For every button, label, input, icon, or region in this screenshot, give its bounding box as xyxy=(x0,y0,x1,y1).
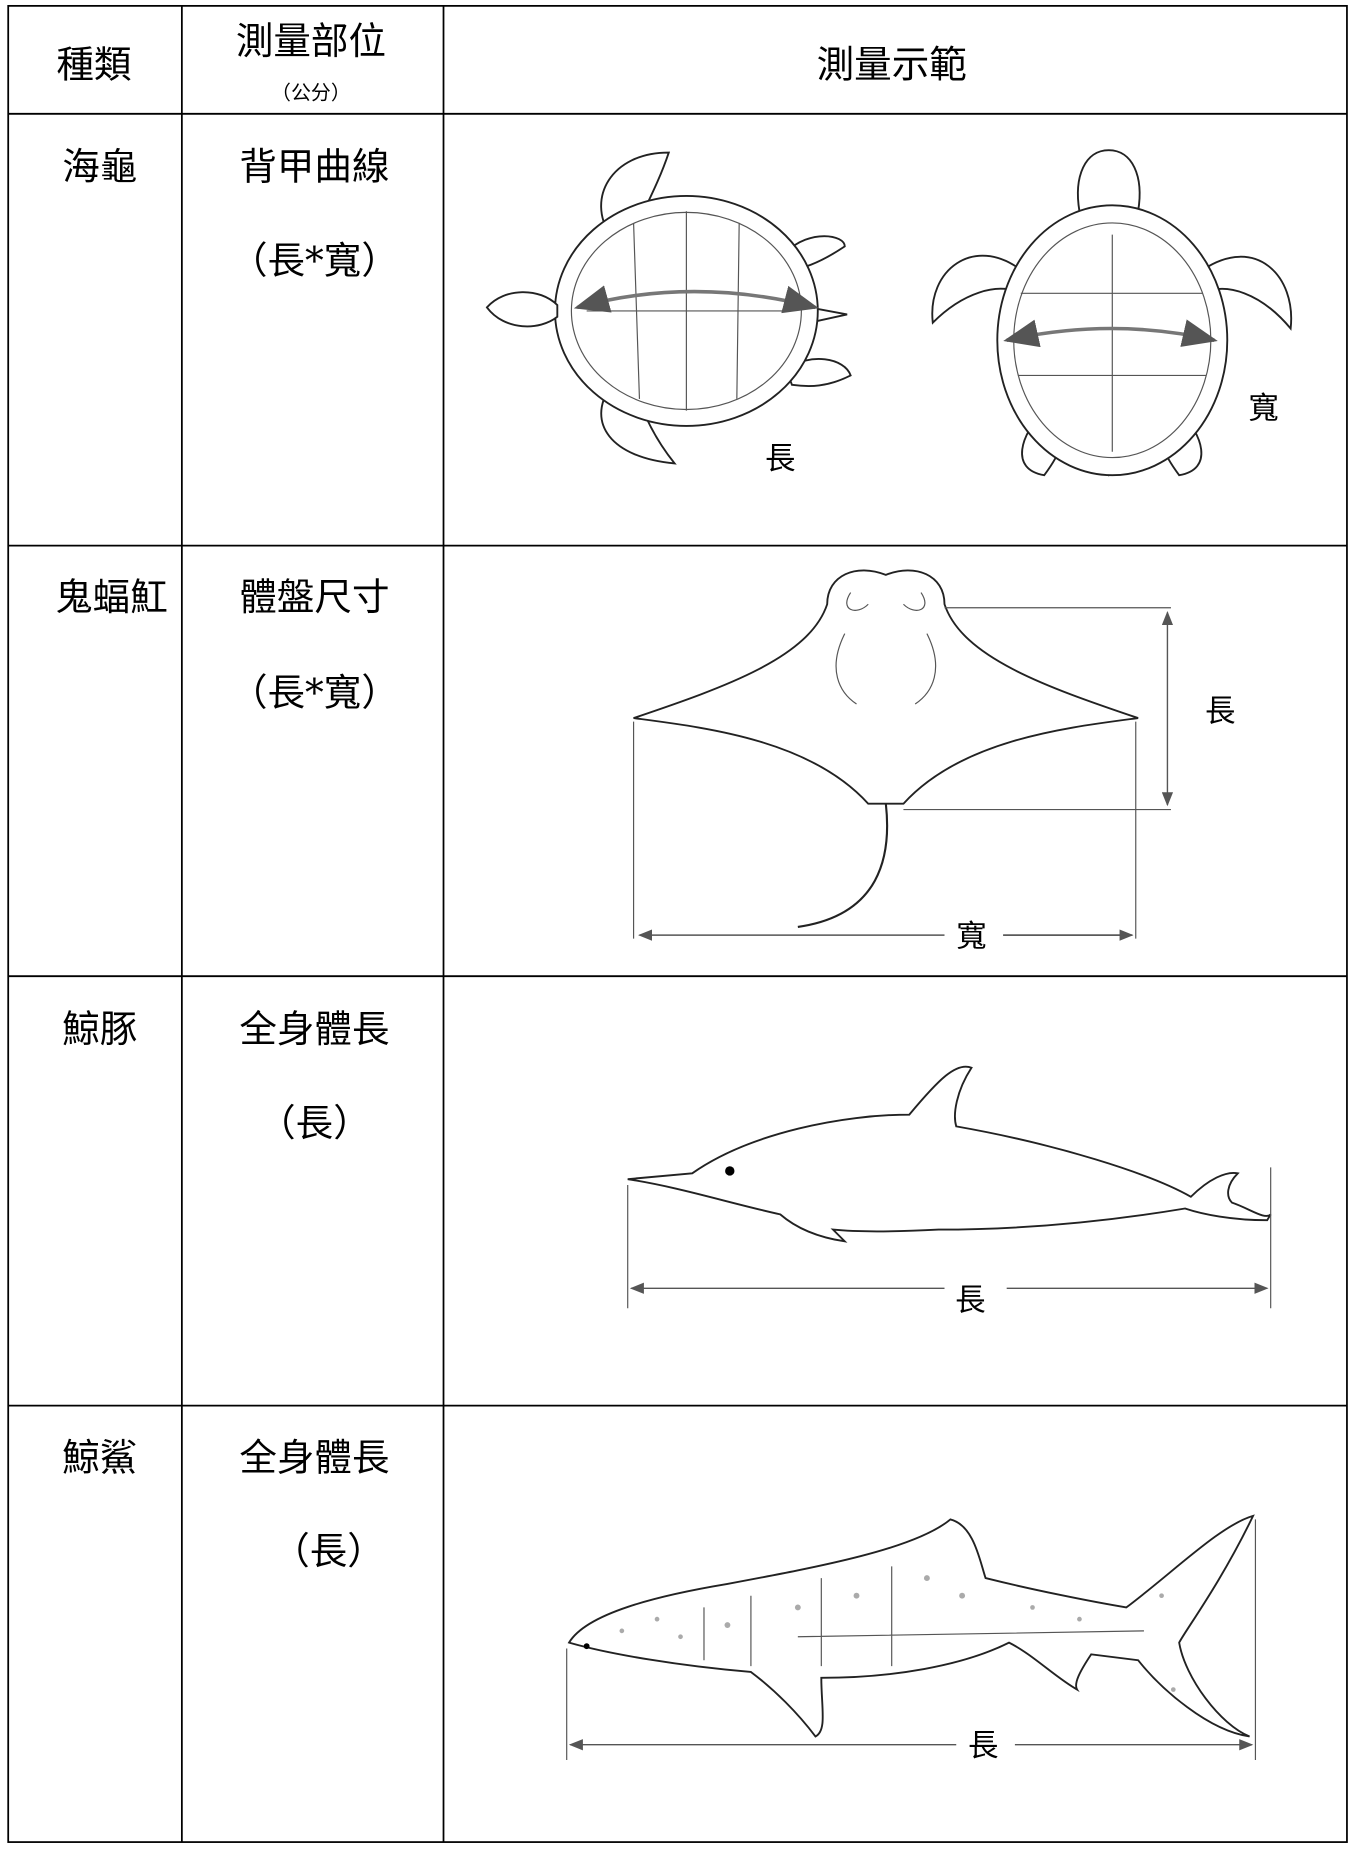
turtle-side xyxy=(485,151,852,465)
measure-label: 長 xyxy=(955,1283,986,1318)
measure-label: 寬 xyxy=(956,920,987,955)
manta-ray xyxy=(634,569,1174,938)
measure-label: 長 xyxy=(968,1729,999,1764)
turtle-top xyxy=(931,149,1293,477)
table-grid xyxy=(7,4,1348,1843)
measure: （長） xyxy=(272,1529,385,1573)
header-unit: （公分） xyxy=(271,80,351,104)
part: 全身體長 xyxy=(239,1435,389,1479)
part: 體盤尺寸 xyxy=(239,575,389,619)
dolphin xyxy=(627,1065,1272,1309)
header-demo: 測量示範 xyxy=(817,43,967,87)
species: 鬼蝠魟 xyxy=(55,575,168,619)
species: 鯨豚 xyxy=(62,1007,137,1051)
measure: （長） xyxy=(258,1101,371,1145)
species: 海龜 xyxy=(62,145,137,189)
measure: （長*寬） xyxy=(230,670,399,714)
species: 鯨鯊 xyxy=(62,1435,137,1479)
part: 全身體長 xyxy=(239,1007,389,1051)
whale-shark xyxy=(566,1514,1257,1760)
measure-label: 寬 xyxy=(1248,392,1278,427)
header-species: 種類 xyxy=(56,43,131,87)
measure-label: 長 xyxy=(1205,694,1235,729)
part: 背甲曲線 xyxy=(239,145,389,189)
header-part: 測量部位 xyxy=(236,19,386,63)
measure-label: 長 xyxy=(765,442,796,477)
measure: （長*寬） xyxy=(230,238,399,282)
